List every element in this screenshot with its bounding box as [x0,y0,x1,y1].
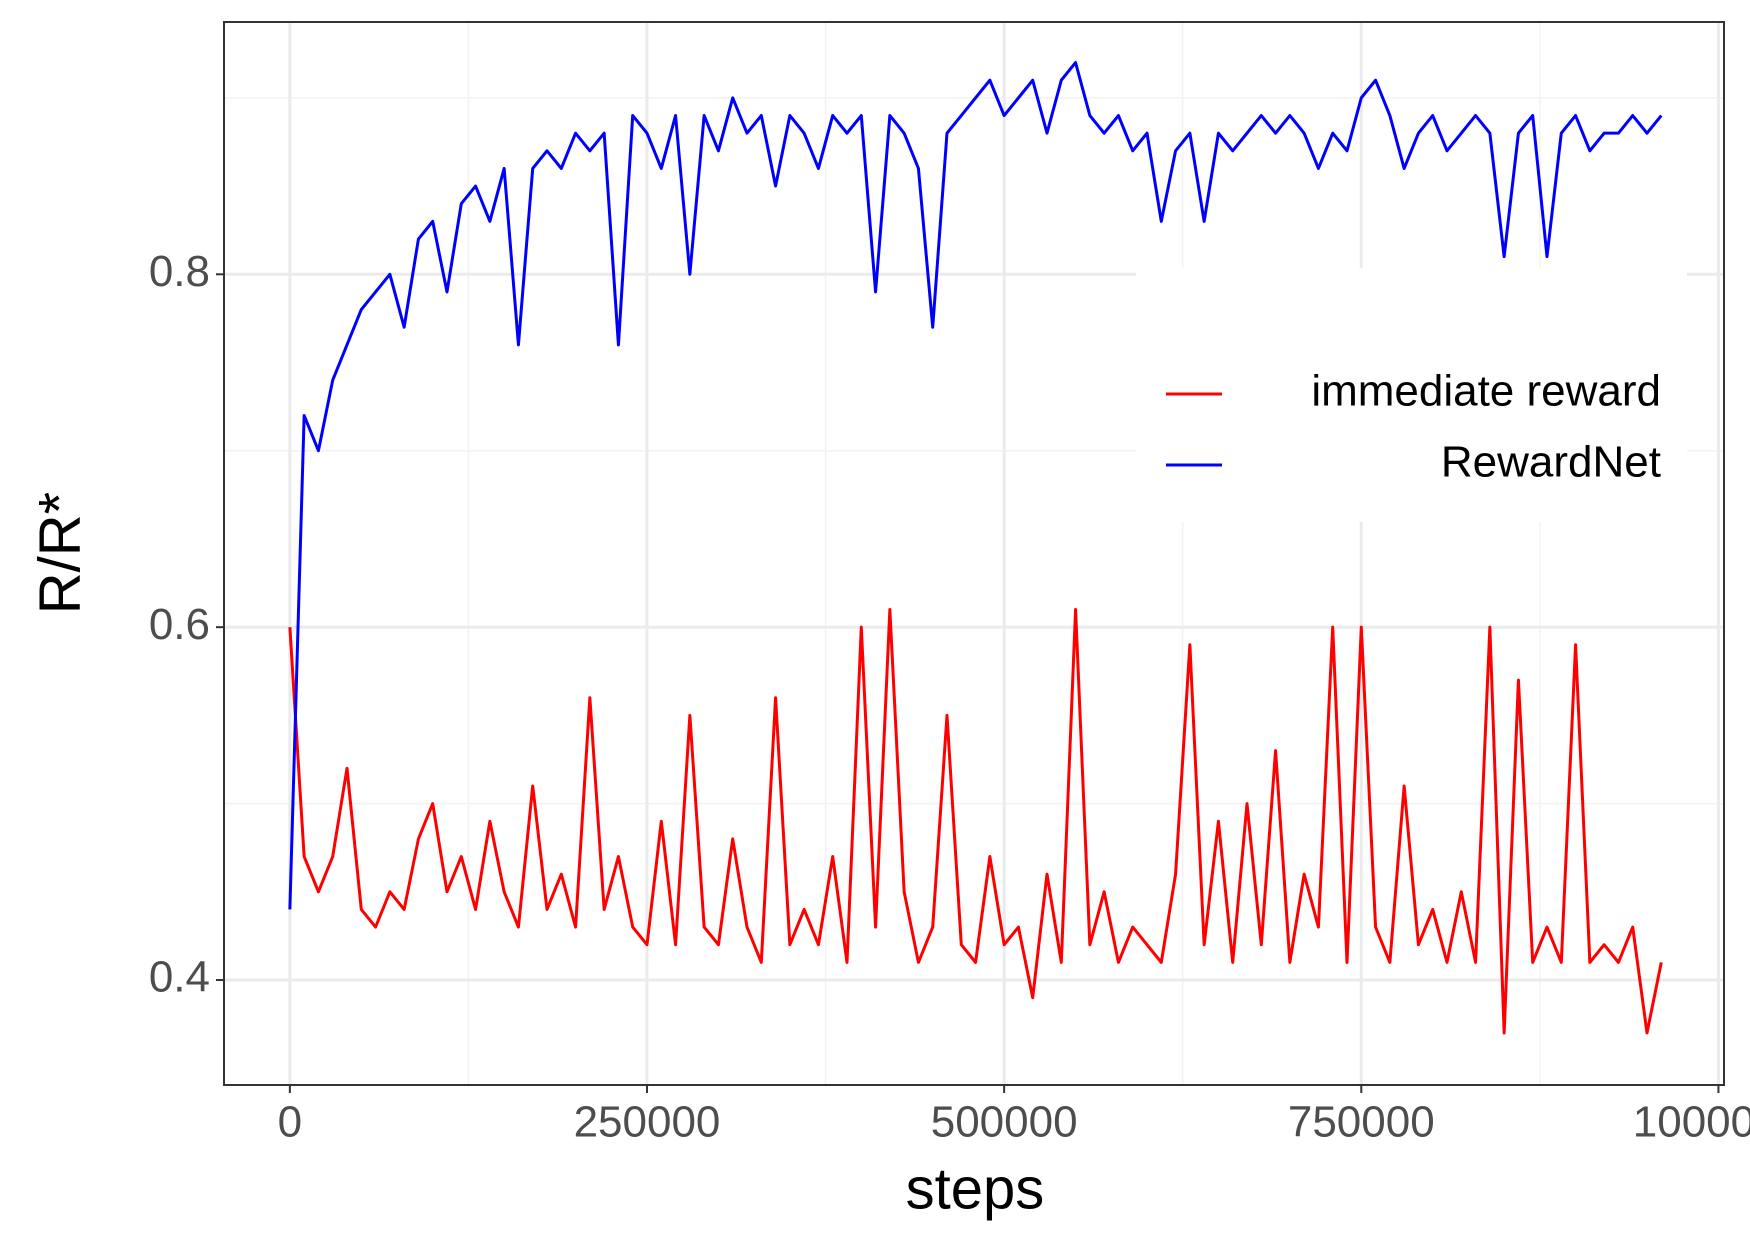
panel-border [223,21,1725,1086]
x-tick-label: 750000 [1288,1098,1435,1147]
x-tick-label: 500000 [931,1098,1078,1147]
legend-label: RewardNet [1441,438,1661,487]
line-series [288,61,1663,910]
legend-label: immediate reward [1311,367,1661,416]
x-tick-label: 250000 [574,1098,721,1147]
y-tick-label: 0.8 [149,247,210,296]
y-tick-label: 0.4 [149,953,210,1002]
x-tick-label: 1000000 [1633,1098,1750,1147]
x-tick-label: 0 [278,1098,302,1147]
y-tick-label: 0.6 [149,600,210,649]
legend-box [1136,268,1687,522]
line-series [288,608,1663,1035]
x-axis-title: steps [906,1156,1045,1221]
y-axis-title: R/R* [27,492,92,614]
